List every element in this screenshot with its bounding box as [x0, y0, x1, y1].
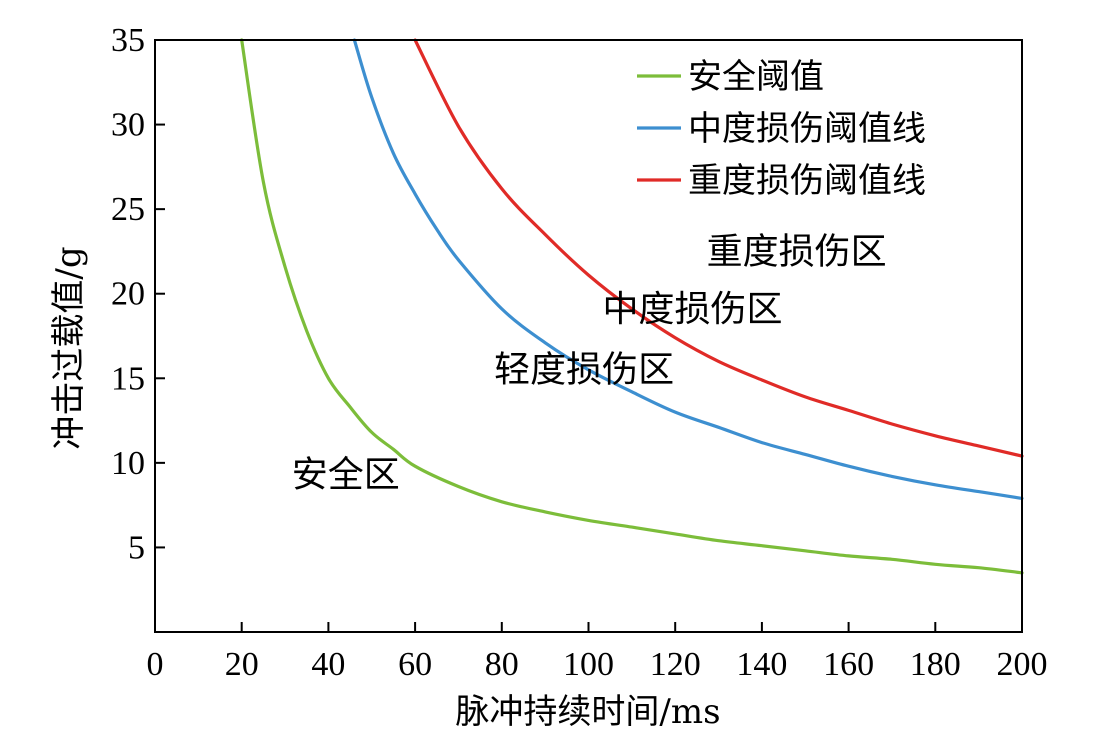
x-axis-title: 脉冲持续时间/ms	[455, 692, 720, 732]
region-label: 轻度损伤区	[494, 350, 674, 391]
region-label: 重度损伤区	[707, 231, 887, 272]
y-tick-label: 25	[111, 191, 145, 228]
y-tick-label: 35	[111, 22, 145, 59]
y-tick-label: 5	[128, 529, 145, 566]
moderate-injury-threshold-line	[352, 38, 1024, 500]
x-tick-label: 120	[650, 646, 701, 683]
plot-area	[240, 38, 1024, 575]
legend-entry-moderate-label: 中度损伤阈值线	[688, 109, 926, 149]
legend-entry-severe-label: 重度损伤阈值线	[688, 161, 926, 201]
legend-entry-safety-label: 安全阈值	[688, 57, 824, 97]
y-axis-title: 冲击过载值/g	[49, 246, 89, 449]
x-tick-label: 100	[563, 646, 614, 683]
x-tick-label: 60	[398, 646, 432, 683]
x-tick-label: 20	[225, 646, 259, 683]
y-tick-label: 10	[111, 445, 145, 482]
y-tick-label: 15	[111, 360, 145, 397]
region-label: 中度损伤区	[603, 289, 783, 330]
y-tick-label: 30	[111, 107, 145, 144]
safety-threshold-line	[240, 38, 1024, 575]
region-label: 安全区	[292, 455, 400, 496]
x-tick-label: 40	[311, 646, 345, 683]
axes: 0 20 40 60 80 100 120 140 160 180 200 5 10 15 20 25 30 35	[111, 22, 1048, 683]
x-tick-label: 180	[910, 646, 961, 683]
x-tick-label: 80	[485, 646, 519, 683]
x-tick-label: 160	[823, 646, 874, 683]
severe-injury-threshold-line	[413, 38, 1024, 458]
x-tick-label: 200	[997, 646, 1048, 683]
y-tick-label: 20	[111, 276, 145, 313]
x-tick-label: 0	[147, 646, 164, 683]
x-tick-label: 140	[736, 646, 787, 683]
